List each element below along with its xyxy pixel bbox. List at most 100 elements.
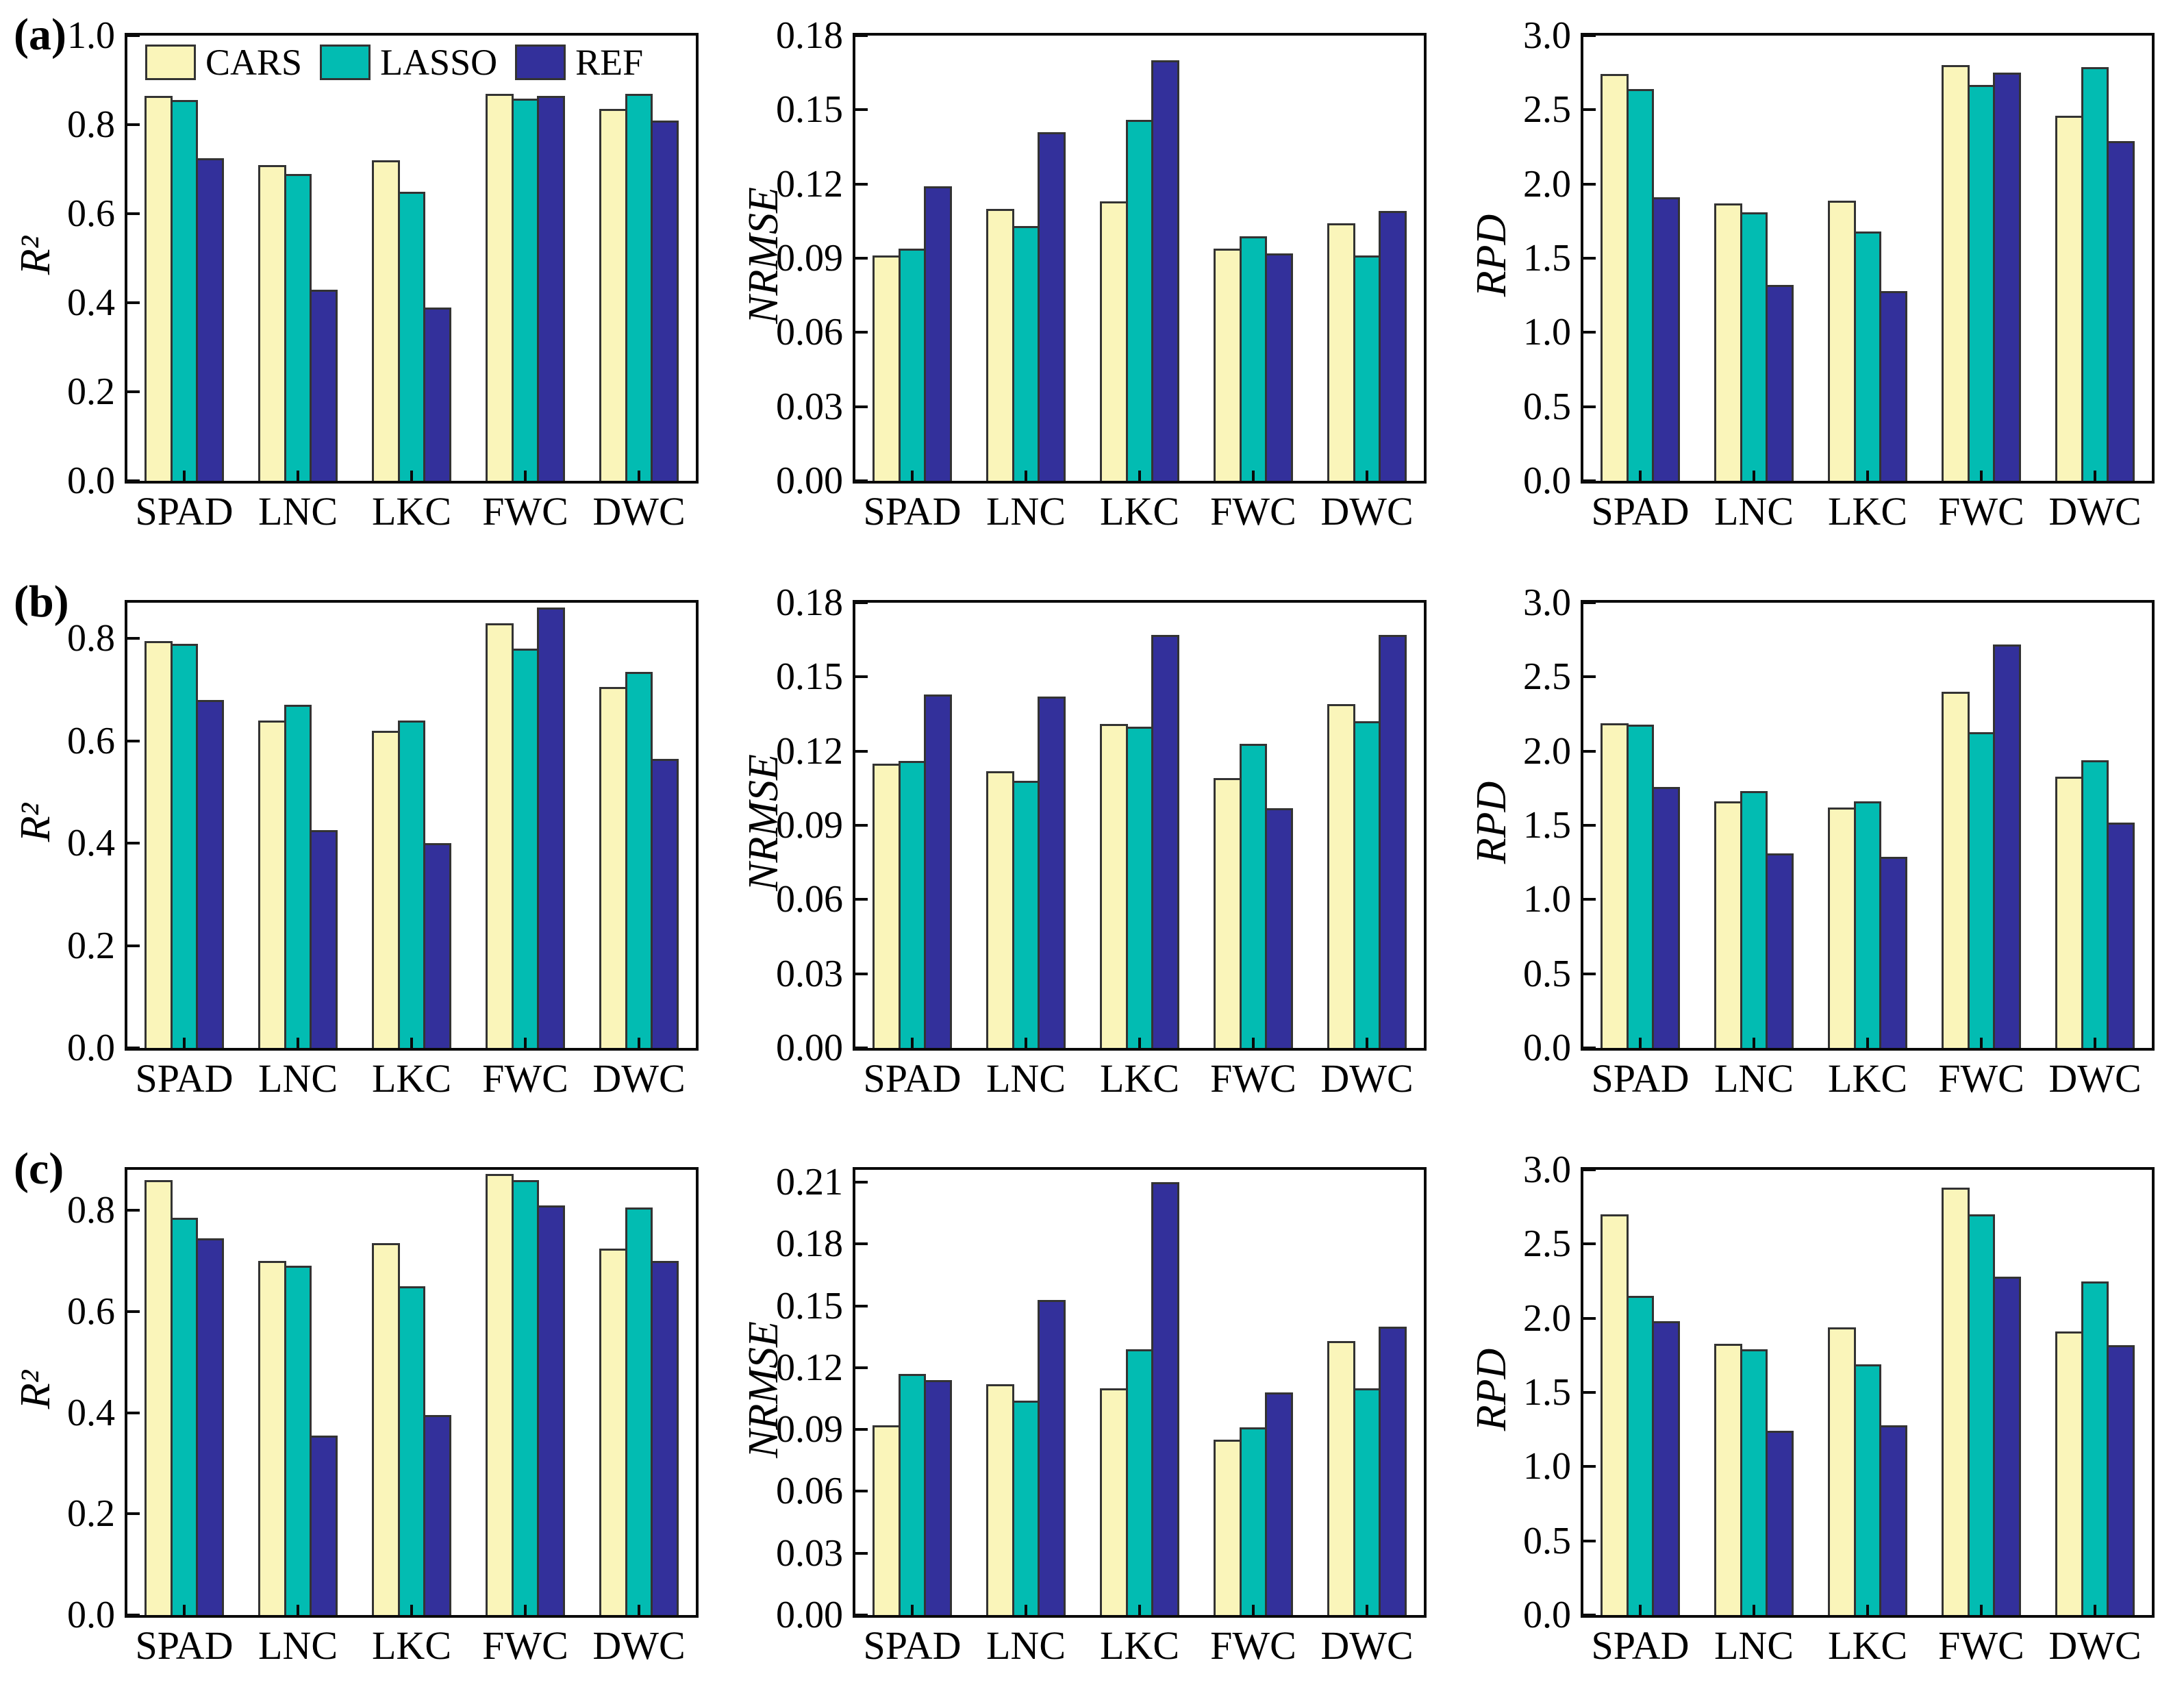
y-tick-label: 0.09 [776, 804, 843, 847]
bar-ref-lkc [423, 1415, 451, 1615]
bar-group [1083, 1170, 1196, 1615]
bar-ref-spad [924, 186, 952, 481]
bar-ref-lnc [310, 289, 338, 481]
y-tick-label: 1.0 [67, 14, 115, 57]
y-tick-mark [1583, 749, 1596, 753]
y-tick-mark [855, 1242, 868, 1246]
y-tick-mark [1583, 331, 1596, 334]
bar-lasso-lkc [397, 191, 426, 481]
bar-lasso-dwc [1353, 721, 1381, 1048]
y-tick-label: 0.00 [776, 460, 843, 502]
y-tick-label: 0.8 [67, 103, 115, 146]
bar-group [355, 1170, 468, 1615]
bar-lasso-fwc [511, 649, 540, 1048]
bar-ref-dwc [1379, 1326, 1407, 1615]
y-tick-label: 1.5 [1523, 1371, 1571, 1414]
x-tick-mark [524, 1038, 527, 1048]
y-tick-label: 0.12 [776, 729, 843, 773]
x-tick-mark [2094, 1605, 2096, 1615]
bar-ref-fwc [537, 95, 565, 481]
y-tick-mark [855, 405, 868, 408]
x-tick-mark [1252, 471, 1255, 481]
bar-group [468, 1170, 582, 1615]
y-tick-mark [855, 182, 868, 186]
bar-lasso-spad [1626, 724, 1655, 1048]
y-tick-label: 0.12 [776, 1346, 843, 1389]
x-tick-label: LNC [1714, 1056, 1794, 1101]
bar-ref-lnc [1766, 285, 1794, 481]
bar-group [1697, 1170, 1811, 1615]
x-tick-label: DWC [592, 489, 686, 534]
bar-lasso-fwc [1967, 1214, 1996, 1615]
y-tick-label: 2.0 [1523, 729, 1571, 773]
y-tick-label: 2.5 [1523, 1223, 1571, 1266]
bar-cars-spad [145, 641, 173, 1048]
bar-group [355, 36, 468, 481]
x-tick-label: DWC [1320, 489, 1414, 534]
chart-a-nrmse: NRMSE 0.00 0.03 0.06 0.09 0.12 0.15 0.18 SPAD LN… [728, 0, 1456, 567]
y-tick-label: 2.5 [1523, 88, 1571, 132]
y-tick-mark [1583, 182, 1596, 186]
y-tick-label: 0.00 [776, 1027, 843, 1069]
x-tick-label: LNC [258, 489, 338, 534]
x-tick-mark [1639, 471, 1642, 481]
bar-ref-lkc [1879, 856, 1907, 1048]
bar-lasso-dwc [625, 1207, 653, 1615]
bar-cars-lkc [1828, 1327, 1856, 1615]
legend-swatch-ref [515, 45, 566, 80]
x-tick-label: SPAD [1591, 1623, 1690, 1668]
y-tick-mark [855, 1304, 868, 1307]
y-tick-mark [1583, 675, 1596, 679]
x-tick-label: LNC [986, 1623, 1066, 1668]
y-tick-mark [855, 824, 868, 827]
y-tick-label: 0.00 [776, 1594, 843, 1636]
y-tick-label: 2.0 [1523, 1297, 1571, 1340]
y-tick-mark [127, 1047, 140, 1049]
y-tick-mark [127, 944, 140, 947]
x-tick-mark [638, 471, 640, 481]
y-tick-label: 0.6 [67, 1290, 115, 1333]
bar-group [468, 36, 582, 481]
y-tick-mark [855, 257, 868, 260]
y-tick-label: 0.0 [1523, 460, 1571, 502]
bar-cars-lnc [986, 208, 1014, 481]
bar-group [969, 1170, 1083, 1615]
bar-ref-spad [1652, 1321, 1680, 1615]
bar-lasso-spad [170, 100, 199, 481]
y-tick-label: 0.5 [1523, 1519, 1571, 1562]
y-tick-label: 1.5 [1523, 804, 1571, 847]
y-tick-label: 1.0 [1523, 1445, 1571, 1488]
x-tick-label: FWC [1210, 1056, 1296, 1101]
x-tick-mark [297, 471, 299, 481]
x-tick-mark [1639, 1605, 1642, 1615]
y-tick-label: 0.03 [776, 952, 843, 995]
x-tick-label: LKC [1100, 1623, 1179, 1668]
bar-cars-dwc [1327, 1340, 1355, 1615]
bar-cars-lnc [986, 1384, 1014, 1615]
y-tick-mark [127, 739, 140, 742]
y-tick-label: 2.5 [1523, 655, 1571, 699]
bar-cars-dwc [599, 109, 627, 481]
y-tick-mark [855, 1181, 868, 1184]
bar-cars-lnc [1714, 1343, 1742, 1615]
y-axis-label: R² [12, 803, 59, 842]
bar-cars-fwc [1942, 692, 1970, 1048]
x-tick-label: DWC [592, 1623, 686, 1668]
y-tick-mark [127, 1209, 140, 1212]
x-tick-label: LNC [258, 1056, 338, 1101]
y-tick-mark [127, 34, 140, 37]
y-tick-mark [1583, 898, 1596, 901]
bar-lasso-lnc [1012, 226, 1040, 481]
x-tick-label: LKC [1828, 1056, 1907, 1101]
y-tick-label: 0.4 [67, 1391, 115, 1434]
bar-cars-spad [873, 255, 901, 481]
bar-cars-lkc [1828, 200, 1856, 481]
bar-ref-dwc [1379, 211, 1407, 481]
x-tick-mark [1366, 1038, 1368, 1048]
bar-cars-dwc [2055, 776, 2083, 1048]
bar-lasso-spad [1626, 89, 1655, 481]
bar-lasso-spad [170, 1218, 199, 1615]
bar-lasso-dwc [1353, 255, 1381, 481]
bar-group [855, 36, 969, 481]
